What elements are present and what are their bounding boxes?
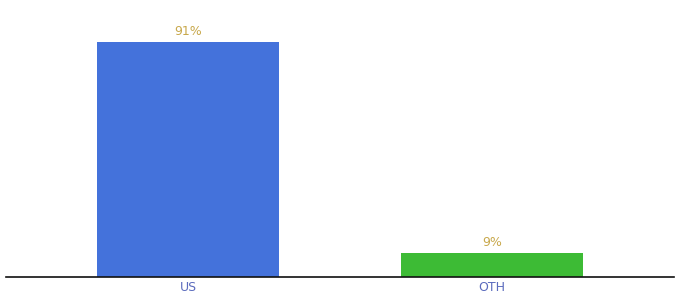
Text: 91%: 91% xyxy=(174,25,202,38)
Bar xyxy=(97,42,279,277)
Text: 9%: 9% xyxy=(482,236,502,250)
Bar xyxy=(401,254,583,277)
